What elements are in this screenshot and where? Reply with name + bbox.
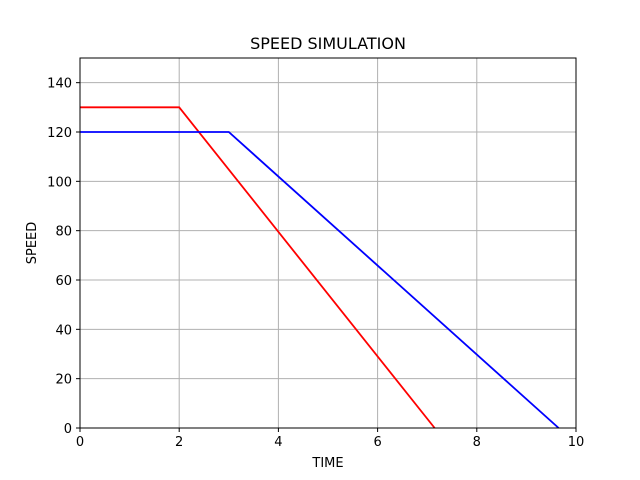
y-tick-label: 120 [47,126,72,141]
x-tick-label: 8 [473,435,481,450]
y-tick-label: 0 [64,422,72,437]
y-tick-label: 20 [55,373,72,388]
y-tick-label: 140 [47,77,72,92]
grid-layer [79,58,577,429]
series-line-2 [80,131,560,429]
y-tick-label: 100 [47,175,72,190]
series-line-1 [80,106,436,429]
x-tick-label: 0 [76,435,84,450]
x-tick-label: 10 [568,435,585,450]
y-tick-label: 60 [55,274,72,289]
series-layer [80,106,560,429]
x-tick-label: 4 [274,435,282,450]
plot-frame [79,57,577,429]
y-axis-label: SPEED [25,222,40,265]
y-tick-label: 40 [55,323,72,338]
chart-title: SPEED SIMULATION [250,34,406,53]
x-tick-label: 6 [373,435,381,450]
x-tick-label: 2 [175,435,183,450]
x-axis-label: TIME [311,456,343,471]
y-tick-label: 80 [55,225,72,240]
